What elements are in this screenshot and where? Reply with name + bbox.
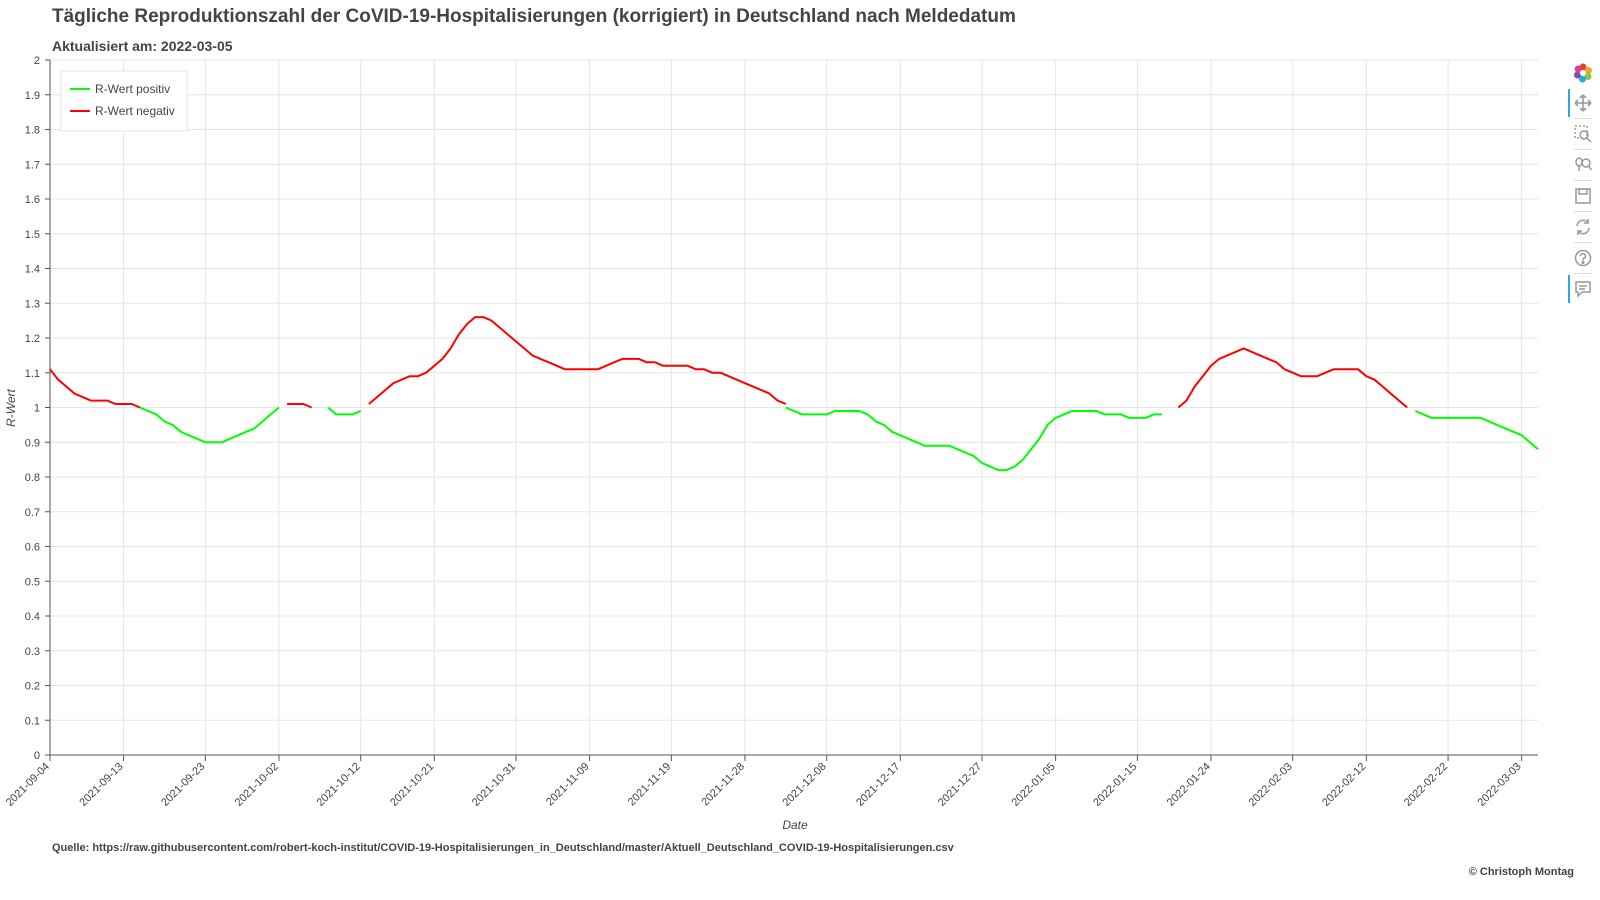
x-tick-label: 2021-12-27 — [936, 761, 984, 809]
y-tick-label: 1.7 — [25, 159, 40, 171]
y-tick-label: 1.2 — [25, 333, 40, 345]
x-tick-label: 2021-11-09 — [544, 761, 592, 809]
toolbar-divider — [1574, 118, 1592, 119]
chart-title: Tägliche Reproduktionszahl der CoVID-19-… — [52, 6, 1016, 27]
save-icon — [1573, 186, 1593, 206]
reset-icon — [1573, 217, 1593, 237]
reset-tool-button[interactable] — [1570, 212, 1596, 242]
help-tool-button[interactable] — [1570, 243, 1596, 273]
y-tick-label: 2 — [34, 55, 40, 67]
line-chart[interactable]: 0 0.1 0.2 0.3 0.4 0.5 0.6 0.7 0.8 0.9 1 1.1 1.2 1.3 1.… — [0, 0, 1568, 840]
toolbar-divider — [1574, 242, 1592, 243]
hover-icon — [1573, 279, 1593, 299]
y-tick-label: 1.3 — [25, 298, 40, 310]
x-tick-label: 2022-01-05 — [1009, 761, 1057, 809]
series-line-positiv — [327, 406, 362, 416]
x-tick-label: 2021-10-02 — [233, 761, 281, 809]
legend-label: R-Wert positiv — [95, 82, 170, 96]
y-tick-label: 0.6 — [25, 542, 40, 554]
y-tick-label: 0 — [34, 750, 40, 762]
toolbar-divider — [1574, 180, 1592, 181]
pan-icon — [1573, 93, 1593, 113]
series-line-negativ — [49, 368, 141, 409]
x-tick-label: 2022-02-22 — [1402, 761, 1450, 809]
x-tick-label: 2022-02-03 — [1247, 761, 1295, 809]
wheel-zoom-icon — [1573, 155, 1593, 175]
x-tick-label: 2022-01-24 — [1165, 761, 1213, 809]
series-line-positiv — [785, 406, 1162, 472]
x-tick-label: 2021-10-12 — [315, 761, 363, 809]
x-tick-label: 2022-03-03 — [1475, 761, 1523, 809]
legend-box — [60, 70, 188, 132]
box-zoom-tool-button[interactable] — [1570, 119, 1596, 149]
x-tick-label: 2021-11-28 — [699, 761, 747, 809]
box-zoom-icon — [1573, 124, 1593, 144]
chart-toolbar — [1568, 58, 1596, 304]
y-axis-label: R-Wert — [4, 388, 18, 426]
x-tick-label: 2022-01-15 — [1091, 761, 1139, 809]
chart-subtitle: Aktualisiert am: 2022-03-05 — [52, 38, 233, 54]
series-line-negativ — [287, 403, 312, 409]
axes: 0 0.1 0.2 0.3 0.4 0.5 0.6 0.7 0.8 0.9 1 1.1 1.2 1.3 1.… — [4, 55, 1538, 832]
y-tick-label: 0.1 — [25, 715, 40, 727]
y-tick-label: 1.5 — [25, 229, 40, 241]
legend-label: R-Wert negativ — [95, 104, 175, 118]
y-tick-label: 0.7 — [25, 507, 40, 519]
toolbar-divider — [1574, 149, 1592, 150]
x-tick-label: 2021-10-21 — [388, 761, 436, 809]
y-tick-label: 1.6 — [25, 194, 40, 206]
bokeh-logo-tool-button[interactable] — [1570, 58, 1596, 88]
series-line-positiv — [139, 406, 280, 444]
y-tick-label: 1.1 — [25, 368, 40, 380]
y-tick-label: 1.8 — [25, 125, 40, 137]
y-tick-label: 0.2 — [25, 681, 40, 693]
x-tick-label: 2021-09-04 — [4, 761, 52, 809]
y-tick-label: 0.5 — [25, 576, 40, 588]
pan-tool-button[interactable] — [1568, 88, 1596, 118]
help-icon — [1573, 248, 1593, 268]
bokeh-logo-icon — [1573, 63, 1593, 83]
x-tick-label: 2021-09-13 — [77, 761, 125, 809]
y-tick-label: 0.9 — [25, 437, 40, 449]
toolbar-divider — [1574, 211, 1592, 212]
y-tick-label: 1 — [34, 403, 40, 415]
y-tick-label: 0.8 — [25, 472, 40, 484]
y-tick-label: 0.3 — [25, 646, 40, 658]
series-line-positiv — [1415, 410, 1539, 450]
wheel-zoom-tool-button[interactable] — [1570, 150, 1596, 180]
x-tick-label: 2021-09-23 — [159, 761, 207, 809]
toolbar-divider — [1574, 273, 1592, 274]
save-tool-button[interactable] — [1570, 181, 1596, 211]
grid — [49, 59, 1538, 756]
series-line-negativ — [1177, 347, 1408, 409]
x-tick-label: 2021-12-17 — [854, 761, 902, 809]
x-axis-label: Date — [782, 818, 808, 832]
y-tick-label: 0.4 — [25, 611, 40, 623]
x-tick-label: 2022-02-12 — [1320, 761, 1368, 809]
series-line-negativ — [368, 316, 787, 405]
x-tick-label: 2021-10-31 — [470, 761, 518, 809]
x-tick-label: 2021-11-19 — [626, 761, 674, 809]
legend: R-Wert positiv R-Wert negativ — [60, 70, 188, 132]
source-note: Quelle: https://raw.githubusercontent.co… — [52, 842, 954, 854]
series-layer — [49, 316, 1539, 472]
copyright-note: © Christoph Montag — [1468, 866, 1574, 878]
y-tick-label: 1.4 — [25, 264, 40, 276]
hover-tool-button[interactable] — [1568, 274, 1596, 304]
x-tick-label: 2021-12-08 — [781, 761, 829, 809]
y-tick-label: 1.9 — [25, 90, 40, 102]
